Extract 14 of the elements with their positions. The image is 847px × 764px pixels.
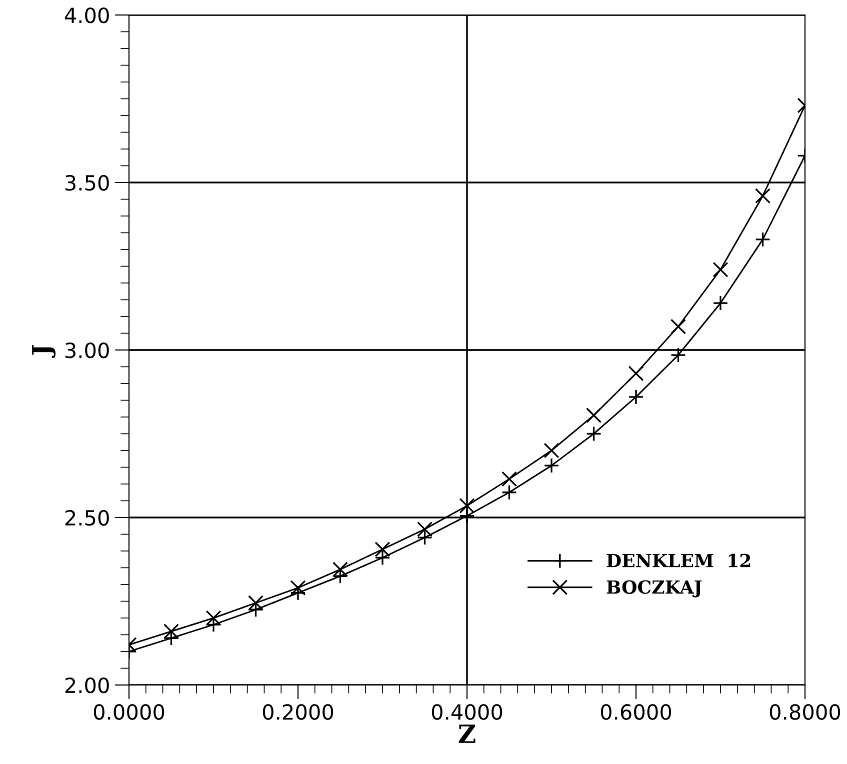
y-tick-label: 4.00 <box>64 7 109 24</box>
y-tick-label: 2.50 <box>65 510 109 526</box>
y-tick-label: 3.50 <box>65 174 109 191</box>
x-tick-label: 0.2000 <box>262 704 334 720</box>
y-tick-label: 3.00 <box>65 342 109 358</box>
x-tick-label: 0.8000 <box>770 704 840 720</box>
x-tick-label: 0.6000 <box>600 704 672 720</box>
x-axis-title: Z <box>458 724 476 743</box>
x-tick-label: 0.4000 <box>432 704 502 720</box>
x-tick-label: 0.0000 <box>94 704 164 720</box>
y-tick-label: 2.00 <box>65 677 109 694</box>
legend-label: BOCZKAJ <box>606 580 702 598</box>
y-axis-title: J <box>32 345 56 358</box>
legend-label: DENKLEM 12 <box>606 554 750 568</box>
